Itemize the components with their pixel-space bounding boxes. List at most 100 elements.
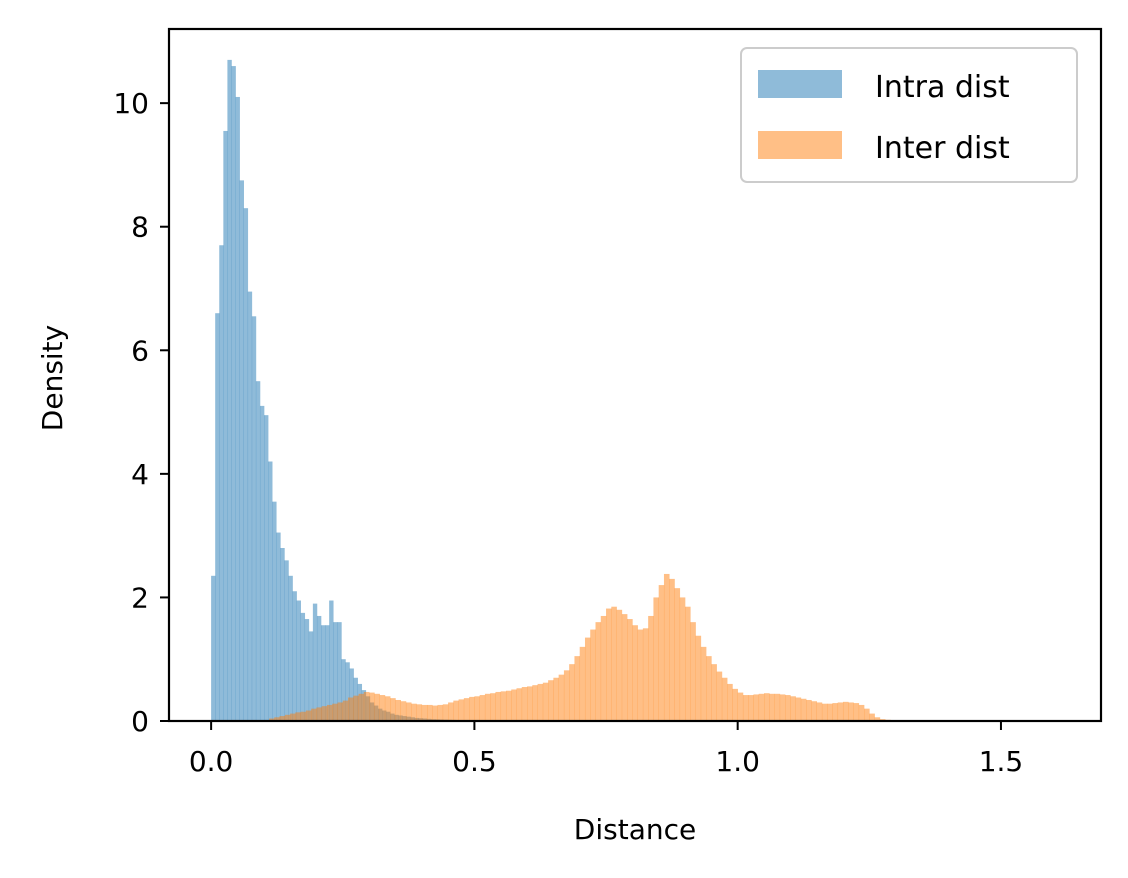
bar-inter-86 xyxy=(721,677,728,721)
bar-intra-7 xyxy=(239,180,244,722)
bar-inter-83 xyxy=(706,656,712,722)
bar-inter-81 xyxy=(695,635,702,721)
bar-inter-97 xyxy=(779,694,786,721)
x-axis-label: Distance xyxy=(574,813,696,846)
bar-inter-71 xyxy=(642,628,649,721)
bar-intra-27 xyxy=(321,625,326,721)
bar-inter-9 xyxy=(316,707,323,721)
bar-intra-30 xyxy=(333,622,338,721)
bar-inter-74 xyxy=(658,585,665,721)
bar-inter-61 xyxy=(590,629,596,721)
legend: Intra dist Inter dist xyxy=(740,47,1078,183)
bar-inter-51 xyxy=(537,683,544,721)
bar-intra-16 xyxy=(276,532,281,721)
bar-inter-73 xyxy=(653,597,659,721)
y-tick-label: 0 xyxy=(131,705,149,738)
bar-inter-95 xyxy=(769,693,775,721)
bar-intra-33 xyxy=(345,662,350,721)
bar-inter-50 xyxy=(532,685,538,721)
y-tick-label: 2 xyxy=(131,581,149,614)
bar-intra-6 xyxy=(235,96,240,721)
series-intra-dist xyxy=(211,59,497,722)
bar-intra-31 xyxy=(337,622,342,721)
x-tick-label: 1.0 xyxy=(715,745,760,778)
bar-inter-96 xyxy=(774,693,781,721)
bar-inter-39 xyxy=(474,696,480,721)
bar-inter-30 xyxy=(427,704,433,721)
bar-inter-68 xyxy=(627,619,633,721)
bar-inter-13 xyxy=(337,702,344,721)
bar-inter-21 xyxy=(379,695,386,721)
bar-intra-22 xyxy=(300,612,306,722)
bar-inter-78 xyxy=(679,597,686,721)
x-tick-label: 0.0 xyxy=(189,745,234,778)
series-inter-dist xyxy=(269,573,896,722)
bar-inter-113 xyxy=(864,708,870,721)
bar-inter-27 xyxy=(411,703,417,721)
bar-inter-4 xyxy=(290,713,296,721)
bar-inter-66 xyxy=(616,609,623,721)
bar-inter-101 xyxy=(800,698,807,721)
y-tick-label: 4 xyxy=(131,458,149,491)
plot-frame xyxy=(167,27,1103,723)
bar-inter-35 xyxy=(453,700,459,721)
bar-intra-24 xyxy=(308,631,314,721)
bar-inter-108 xyxy=(837,702,844,721)
bar-inter-104 xyxy=(816,702,823,721)
bar-inter-79 xyxy=(685,606,691,721)
legend-label-intra: Intra dist xyxy=(875,70,1010,105)
bar-intra-29 xyxy=(329,600,334,721)
bar-inter-7 xyxy=(305,710,312,721)
bar-inter-100 xyxy=(795,697,802,721)
bar-inter-98 xyxy=(785,695,791,721)
bar-inter-102 xyxy=(806,699,812,721)
x-tick-label: 1.5 xyxy=(979,745,1024,778)
bar-inter-46 xyxy=(511,689,517,721)
bar-inter-15 xyxy=(348,697,354,721)
bar-intra-2 xyxy=(219,245,224,721)
bar-inter-77 xyxy=(674,588,681,721)
bar-inter-41 xyxy=(484,693,491,721)
bar-intra-9 xyxy=(247,291,253,721)
bar-intra-1 xyxy=(215,313,220,721)
bar-intra-34 xyxy=(349,668,354,721)
legend-swatch-intra xyxy=(758,70,842,98)
bar-intra-20 xyxy=(292,591,297,721)
bar-inter-59 xyxy=(579,646,586,721)
bar-inter-62 xyxy=(595,622,602,721)
bar-inter-58 xyxy=(574,656,581,722)
bar-inter-93 xyxy=(758,693,765,721)
bar-inter-14 xyxy=(342,700,349,721)
bar-inter-56 xyxy=(563,670,570,721)
bar-inter-53 xyxy=(548,680,554,721)
bar-inter-43 xyxy=(495,691,502,721)
bar-inter-18 xyxy=(363,691,370,721)
bar-inter-87 xyxy=(727,683,733,721)
bar-intra-5 xyxy=(231,66,236,721)
bar-inter-89 xyxy=(737,692,744,721)
bar-inter-75 xyxy=(663,573,670,721)
bar-intra-25 xyxy=(312,603,318,721)
bar-inter-94 xyxy=(764,693,770,721)
bar-intra-18 xyxy=(284,560,289,721)
bar-intra-23 xyxy=(304,619,310,721)
bar-inter-99 xyxy=(790,696,796,721)
bar-inter-82 xyxy=(700,646,707,721)
legend-label-inter: Inter dist xyxy=(875,131,1010,166)
bar-intra-14 xyxy=(268,461,273,721)
histogram-bars xyxy=(211,59,896,722)
bar-inter-109 xyxy=(842,701,849,721)
bar-intra-0 xyxy=(211,575,216,721)
bar-inter-34 xyxy=(448,702,454,721)
bar-inter-65 xyxy=(611,606,617,721)
bar-inter-37 xyxy=(463,698,470,721)
bar-inter-76 xyxy=(669,578,675,721)
bar-intra-21 xyxy=(296,600,301,721)
bar-inter-0 xyxy=(269,718,275,721)
bar-inter-54 xyxy=(553,677,559,721)
bar-inter-28 xyxy=(416,704,423,721)
bar-inter-26 xyxy=(405,702,412,721)
bar-inter-63 xyxy=(600,615,607,721)
bar-inter-49 xyxy=(527,686,533,721)
